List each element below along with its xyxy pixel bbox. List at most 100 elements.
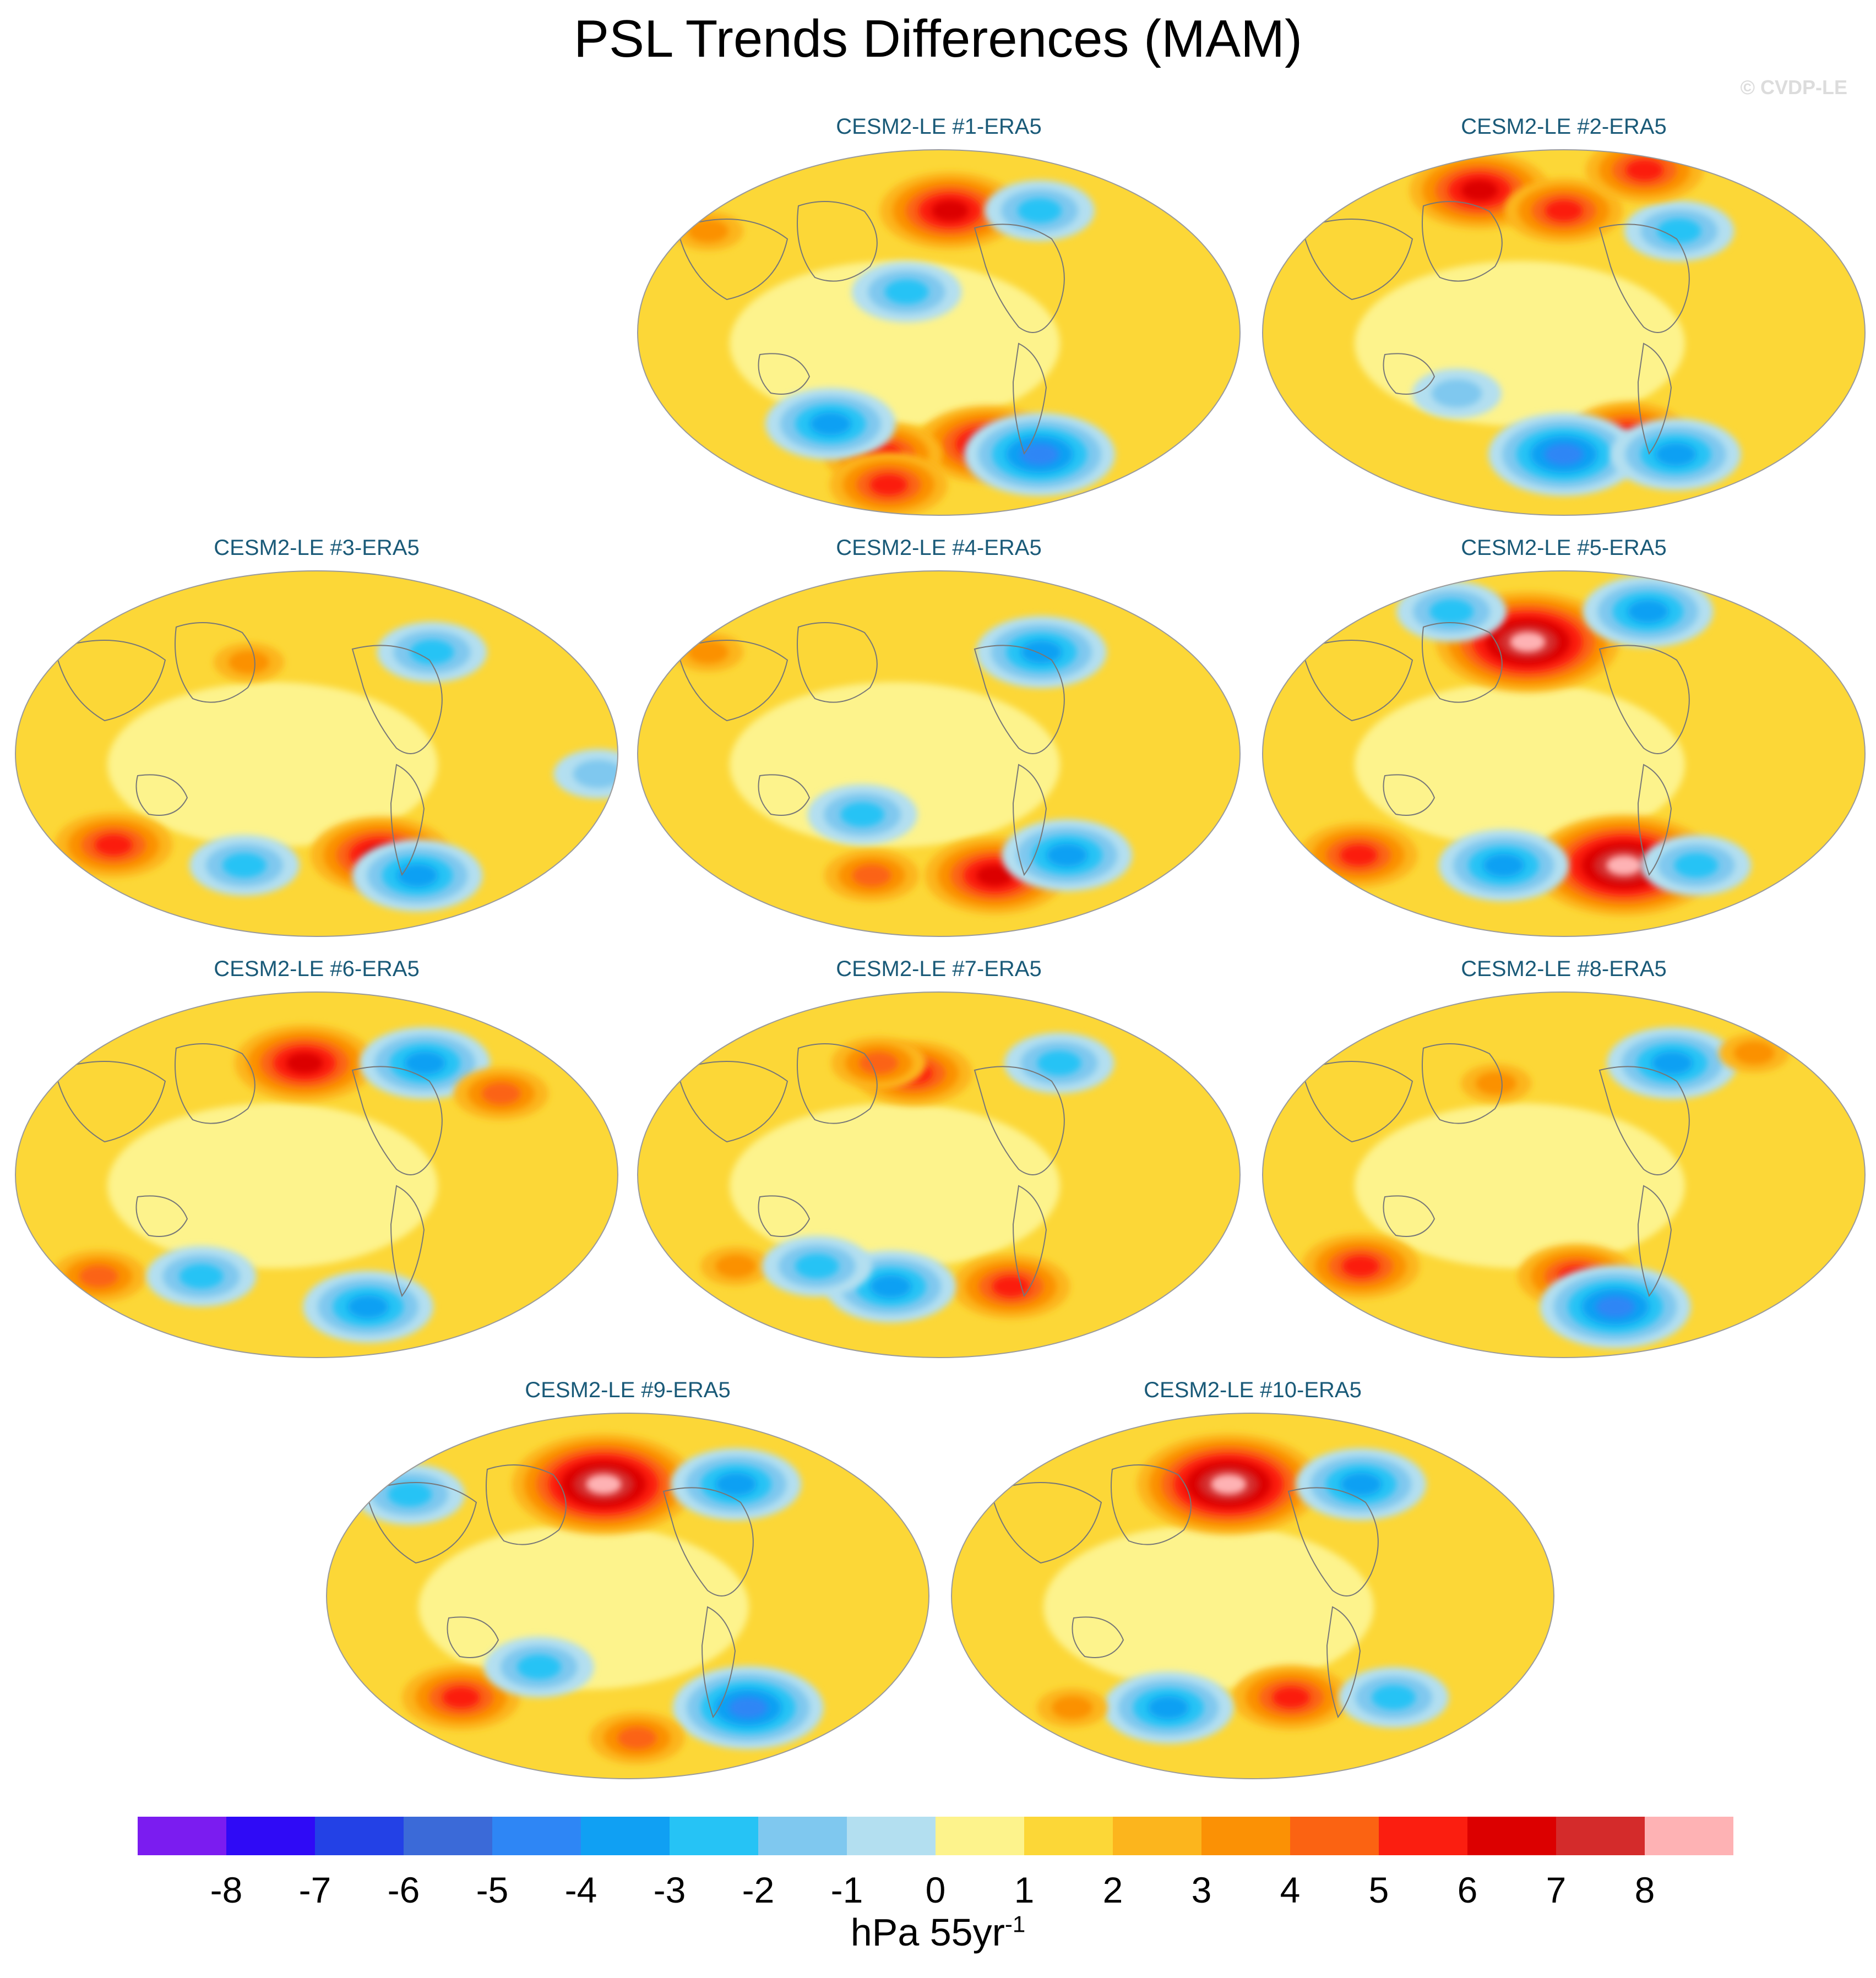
psl-trend-map (637, 570, 1241, 937)
coastline (390, 764, 425, 876)
map-panel: CESM2-LE #2-ERA5 (1258, 116, 1869, 516)
tropical-weak-band (730, 1103, 1060, 1268)
contour-level (1461, 179, 1498, 201)
contour-level (1037, 1050, 1081, 1076)
contour-level (1483, 854, 1524, 877)
negative-anomaly (553, 749, 618, 799)
contour-level (1046, 843, 1087, 867)
negative-anomaly (352, 839, 483, 912)
colorbar-segment (404, 1817, 492, 1855)
negative-anomaly (765, 388, 896, 460)
positive-anomaly (672, 632, 744, 672)
panel-title: CESM2-LE #5-ERA5 (1461, 536, 1667, 560)
colorbar-segment (138, 1817, 226, 1855)
colorbar-segment (315, 1817, 404, 1855)
coastline (1637, 764, 1672, 876)
units-text: hPa 55yr (850, 1911, 1005, 1954)
colorbar-segment (1645, 1817, 1733, 1855)
negative-anomaly (1438, 829, 1569, 902)
positive-anomaly (824, 849, 920, 902)
contour-level (347, 1295, 389, 1318)
colorbar-units: hPa 55yr-1 (0, 1910, 1876, 1954)
map-outline (1262, 149, 1866, 516)
contour-level (687, 219, 729, 243)
contour-level (1627, 600, 1669, 623)
colorbar-segment (1024, 1817, 1113, 1855)
positive-anomaly (1504, 178, 1623, 243)
coastline (486, 1464, 567, 1545)
positive-anomaly (234, 1024, 375, 1102)
contour-level (870, 1275, 911, 1298)
contour-level (1625, 159, 1663, 181)
negative-anomaly (377, 622, 487, 683)
coastline (1637, 1185, 1672, 1298)
map-outline (951, 1413, 1554, 1779)
coastline (676, 219, 789, 301)
coastline (1422, 1043, 1503, 1124)
contour-level (79, 1265, 118, 1288)
negative-anomaly (976, 616, 1107, 689)
coastline (1072, 1616, 1124, 1658)
contour-level (1545, 200, 1583, 221)
contour-level (1432, 379, 1482, 408)
coastline (135, 1195, 188, 1237)
positive-anomaly (700, 1246, 771, 1286)
contour-level (1372, 1685, 1416, 1710)
coastline (1637, 342, 1672, 455)
contour-level (1210, 1474, 1247, 1495)
map-outline (15, 570, 618, 937)
coastline (1012, 764, 1047, 876)
contour-level (715, 1473, 757, 1496)
contour-level (1021, 640, 1062, 664)
contour-level (388, 1482, 432, 1507)
colorbar-tick-label: -6 (387, 1870, 420, 1910)
units-exponent: -1 (1004, 1911, 1026, 1937)
contour-level (222, 853, 267, 878)
negative-anomaly (807, 784, 918, 845)
negative-anomaly (1103, 1671, 1234, 1744)
coastline (1301, 1061, 1413, 1143)
tropical-weak-band (1043, 1524, 1374, 1690)
coastline (175, 622, 255, 703)
colorbar-segment (1379, 1817, 1467, 1855)
positive-anomaly (879, 172, 1020, 250)
tropical-weak-band (107, 682, 438, 847)
coastline (1422, 201, 1503, 282)
tropical-weak-band (1355, 1103, 1685, 1268)
coastline (135, 774, 188, 816)
map-outline (15, 991, 618, 1358)
contour-level (1606, 855, 1642, 876)
contour-level (884, 279, 929, 304)
contour-level (715, 1255, 757, 1278)
positive-anomaly (1460, 1064, 1532, 1103)
coastline (447, 1616, 499, 1658)
map-panel: CESM2-LE #10-ERA5 (947, 1379, 1558, 1779)
colorbar-segment (1556, 1817, 1645, 1855)
negative-anomaly (1412, 368, 1502, 418)
positive-anomaly (1299, 822, 1418, 888)
positive-anomaly (1036, 1688, 1108, 1728)
coastline (1598, 1066, 1690, 1175)
contour-level (931, 200, 969, 221)
colorbar-tick-label: -7 (298, 1870, 331, 1910)
coastline (1326, 1606, 1361, 1719)
colorbar-tick-label: -1 (830, 1870, 863, 1910)
psl-trend-map (326, 1413, 929, 1779)
coastline (1383, 1195, 1435, 1237)
negative-anomaly (1339, 1667, 1449, 1728)
positive-anomaly (55, 812, 173, 878)
negative-anomaly (146, 1246, 257, 1307)
colorbar-segment (758, 1817, 847, 1855)
colorbar-tick-label: 0 (925, 1870, 946, 1910)
contour-level (573, 760, 618, 788)
contour-level (1655, 443, 1696, 466)
coastline (758, 1195, 811, 1237)
colorbar-tick-label: -8 (210, 1870, 243, 1910)
coastline (351, 1066, 443, 1175)
positive-anomaly (672, 211, 744, 251)
contour-level (94, 834, 133, 856)
contour-level (1340, 844, 1378, 866)
coastline (1301, 640, 1413, 722)
map-outline (1262, 570, 1866, 937)
coastline (390, 1185, 425, 1298)
